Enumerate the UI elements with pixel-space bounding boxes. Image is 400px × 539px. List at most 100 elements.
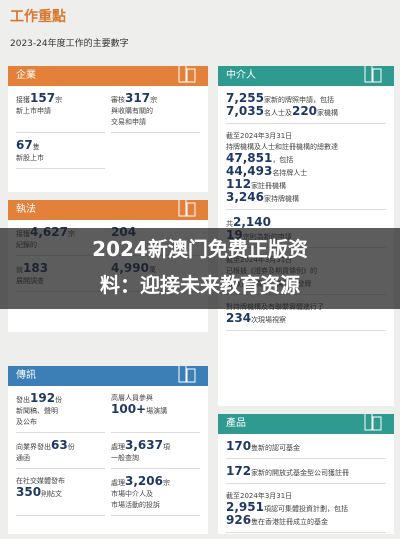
stat-line: 接獲157宗 — [16, 92, 105, 106]
section-card: 企業 接獲157宗 新上市申請 審核317宗 與收購有關的 交易和申請 67隻 新股上市 — [8, 66, 208, 192]
stat-text: 份 — [55, 396, 63, 404]
section-header: 中介人 — [218, 66, 394, 86]
stat-number: 67 — [16, 138, 33, 152]
stat-text: 市場中介人及 — [111, 490, 153, 498]
icon — [178, 66, 196, 83]
stat-text: 名人士及 — [263, 109, 292, 117]
section-card: 傳訊 發出192份 新聞稿、聲明 及公布 高層人員參與 100+場演講 向業界發出63份 通函… — [8, 366, 208, 534]
stat-line: 處理3,637項 — [111, 439, 200, 453]
stat-text: 與收購有關的 — [111, 107, 153, 115]
overlay-banner: 2024新澳门免费正版资 料：迎接未来教育资源 — [0, 228, 400, 309]
stat-text: 處理 — [111, 479, 125, 487]
stat-text: 高層人員參與 — [111, 394, 153, 402]
section-icon — [176, 200, 198, 218]
stat-text: 新股上市 — [16, 154, 44, 162]
title: 工作重點 — [10, 9, 66, 25]
stat-text: 一般查詢 — [111, 454, 139, 462]
section-icon — [176, 66, 198, 84]
stat-item: 172家新的開放式基金型公司獲註冊 — [226, 463, 386, 484]
stat-text: 宗 — [150, 96, 158, 104]
stat-line: 44,493名持牌人士 — [226, 165, 386, 179]
stat-number: 112 — [226, 177, 252, 191]
stat-text: 家新的牌照申請，包括 — [263, 96, 334, 104]
section-header: 產品 — [218, 414, 394, 434]
stat-line: 67隻 — [16, 138, 105, 153]
stat-line: 持牌機構及人士和註冊機構的總數達 — [226, 142, 386, 153]
stat-number: 234 — [226, 311, 252, 325]
icon — [178, 366, 196, 383]
stat-text: 截至2024年3月31日 — [226, 492, 293, 500]
stat-item: 高層人員參與 100+場演講 — [111, 390, 200, 433]
stat-line: 處理3,206宗 — [111, 475, 200, 489]
stat-text: 市場活動的投訴 — [111, 501, 160, 509]
stat-line: 向業界發出63份 — [16, 439, 105, 453]
stat-text: 次現場視察 — [251, 316, 287, 324]
stat-line: 共2,140 — [226, 216, 386, 230]
stat-text: 家持牌機構 — [263, 195, 299, 203]
section-title: 執法 — [16, 204, 36, 215]
stat-number: 2,951 — [226, 500, 264, 514]
section-header: 企業 — [8, 66, 208, 86]
stat-line: 47,851，包括 — [226, 151, 386, 166]
stat-text: 宗 — [162, 479, 170, 487]
stat-line: 市場中介人及 — [111, 489, 200, 500]
stat-item: 審核317宗 與收購有關的交易和申請 — [111, 90, 200, 133]
stat-line: 新聞稿、聲明 — [16, 406, 105, 417]
section-title: 產品 — [226, 418, 246, 429]
item-list: 發出192份 新聞稿、聲明 及公布 高層人員參與 100+場演講 向業界發出63份 通函 處理… — [8, 386, 208, 520]
stat-line: 與收購有關的 — [111, 106, 200, 117]
stat-text: 則帖文 — [41, 490, 63, 498]
stat-item: 發出192份 新聞稿、聲明 及公布 — [16, 390, 105, 433]
stat-text: 在社交媒體發布 — [16, 477, 65, 485]
section-header: 執法 — [8, 200, 208, 220]
stat-line: 7,035名人士及220家機構 — [226, 104, 386, 119]
stat-line: 926隻在香港註冊成立的基金 — [226, 513, 386, 528]
stat-item: 在社交媒體發布 350則帖文 — [16, 473, 105, 516]
stat-line: 高層人員參與 — [111, 393, 200, 404]
stat-text: 場演講 — [146, 407, 168, 415]
stat-text: 及公布 — [16, 418, 37, 426]
stat-text: 持牌機構及人士和註冊機構的總數達 — [226, 143, 338, 151]
section-card: 產品 170隻新的認可基金 172家新的開放式基金型公司獲註冊截至2024年3月31… — [218, 414, 394, 534]
stat-number: 926 — [226, 513, 252, 527]
stat-item: 處理3,637項 一般查詢 — [111, 437, 200, 469]
stat-text: 項 — [162, 443, 170, 451]
stat-text: 名持牌人士 — [272, 169, 308, 177]
stat-line: 新上市申請 — [16, 106, 105, 117]
stat-number: 7,035 — [226, 104, 264, 118]
stat-line: 172家新的開放式基金型公司獲註冊 — [226, 464, 386, 479]
stat-line: 交易和申請 — [111, 117, 200, 128]
stat-line: 截至2024年3月31日 — [226, 491, 386, 502]
stat-line: 一般查詢 — [111, 453, 200, 464]
subtitle: 2023-24年度工作的主要數字 — [10, 39, 129, 49]
stat-text: 向業界發出 — [16, 443, 51, 451]
stat-number: 7,255 — [226, 91, 264, 105]
stat-number: 172 — [226, 464, 252, 478]
stat-line: 2,951項認可集體投資計劃，包括 — [226, 500, 386, 515]
stat-item: 接獲157宗 新上市申請 — [16, 90, 105, 133]
section-title: 企業 — [16, 70, 36, 81]
banner-line: 2024新澳门免费正版资 — [92, 237, 308, 261]
stat-number: 350 — [16, 485, 42, 499]
stat-line: 100+場演講 — [111, 402, 200, 417]
stat-line: 通函 — [16, 453, 105, 464]
stat-number: 317 — [125, 91, 151, 105]
stat-item: 7,255家新的牌照申請，包括 7,035名人士及220家機構 — [226, 90, 386, 124]
stat-item: 向業界發出63份 通函 — [16, 437, 105, 469]
stat-number: 47,851 — [226, 151, 273, 165]
section-header: 傳訊 — [8, 366, 208, 386]
stat-text: 項認可集體投資計劃，包括 — [263, 505, 348, 513]
stat-line: 170隻新的認可基金 — [226, 440, 386, 454]
stat-line: 234次現場視察 — [226, 311, 386, 326]
stat-text: 份 — [67, 443, 75, 451]
stat-line: 350則帖文 — [16, 485, 105, 500]
stat-text: 新上市申請 — [16, 107, 51, 115]
stat-line: 審核317宗 — [111, 91, 200, 106]
section-icon — [362, 66, 384, 84]
stat-number: 100+ — [111, 402, 147, 416]
stat-line: 市場活動的投訴 — [111, 500, 200, 511]
stat-line: 新股上市 — [16, 153, 105, 164]
banner-line: 料：迎接未来教育资源 — [100, 273, 300, 297]
stat-text: 宗 — [55, 96, 63, 104]
